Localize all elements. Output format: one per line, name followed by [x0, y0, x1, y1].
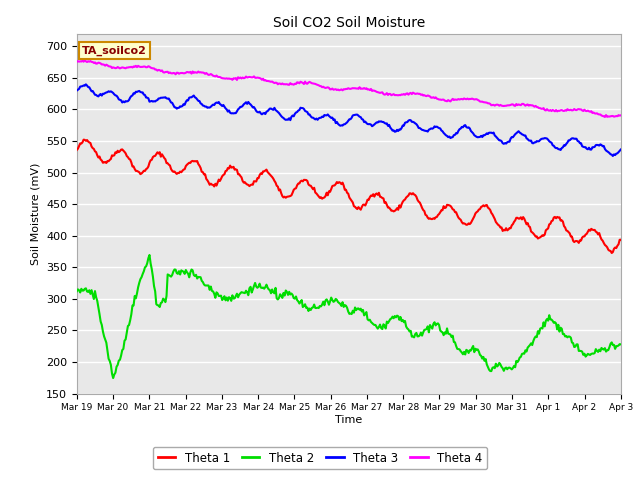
Legend: Theta 1, Theta 2, Theta 3, Theta 4: Theta 1, Theta 2, Theta 3, Theta 4 — [153, 447, 487, 469]
X-axis label: Time: Time — [335, 415, 362, 425]
Title: Soil CO2 Soil Moisture: Soil CO2 Soil Moisture — [273, 16, 425, 30]
Y-axis label: Soil Moisture (mV): Soil Moisture (mV) — [30, 162, 40, 265]
Text: TA_soilco2: TA_soilco2 — [82, 46, 147, 56]
